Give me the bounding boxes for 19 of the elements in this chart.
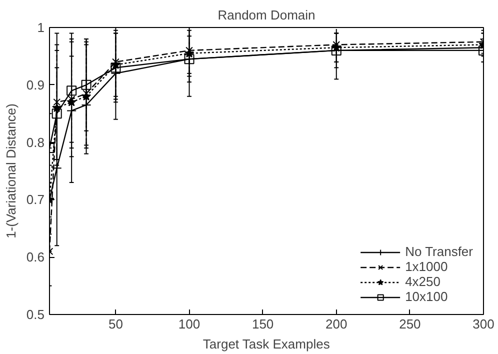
y-tick-label: 0.6 [26, 250, 45, 265]
chart-title: Random Domain [218, 8, 316, 22]
x-tick-label: 150 [252, 316, 274, 332]
y-tick-label: 0.9 [26, 77, 45, 92]
x-tick-label: 300 [472, 316, 494, 332]
x-tick-label: 50 [108, 316, 123, 332]
legend-label: No Transfer [405, 244, 473, 259]
y-axis-title: 1-(Variational Distance) [3, 104, 18, 238]
x-axis-title: Target Task Examples [202, 336, 330, 352]
legend-label: 1x1000 [405, 259, 448, 274]
y-tick-label: 0.5 [26, 307, 45, 322]
y-tick-label: 0.7 [26, 192, 45, 208]
x-tick-label: 250 [399, 316, 421, 332]
y-tick-label: 1 [37, 20, 45, 35]
legend-label: 10x100 [405, 289, 448, 304]
y-tick-label: 0.8 [26, 134, 45, 150]
x-tick-label: 200 [326, 316, 348, 332]
legend-label: 4x250 [405, 274, 440, 289]
x-tick-label: 100 [178, 316, 200, 332]
